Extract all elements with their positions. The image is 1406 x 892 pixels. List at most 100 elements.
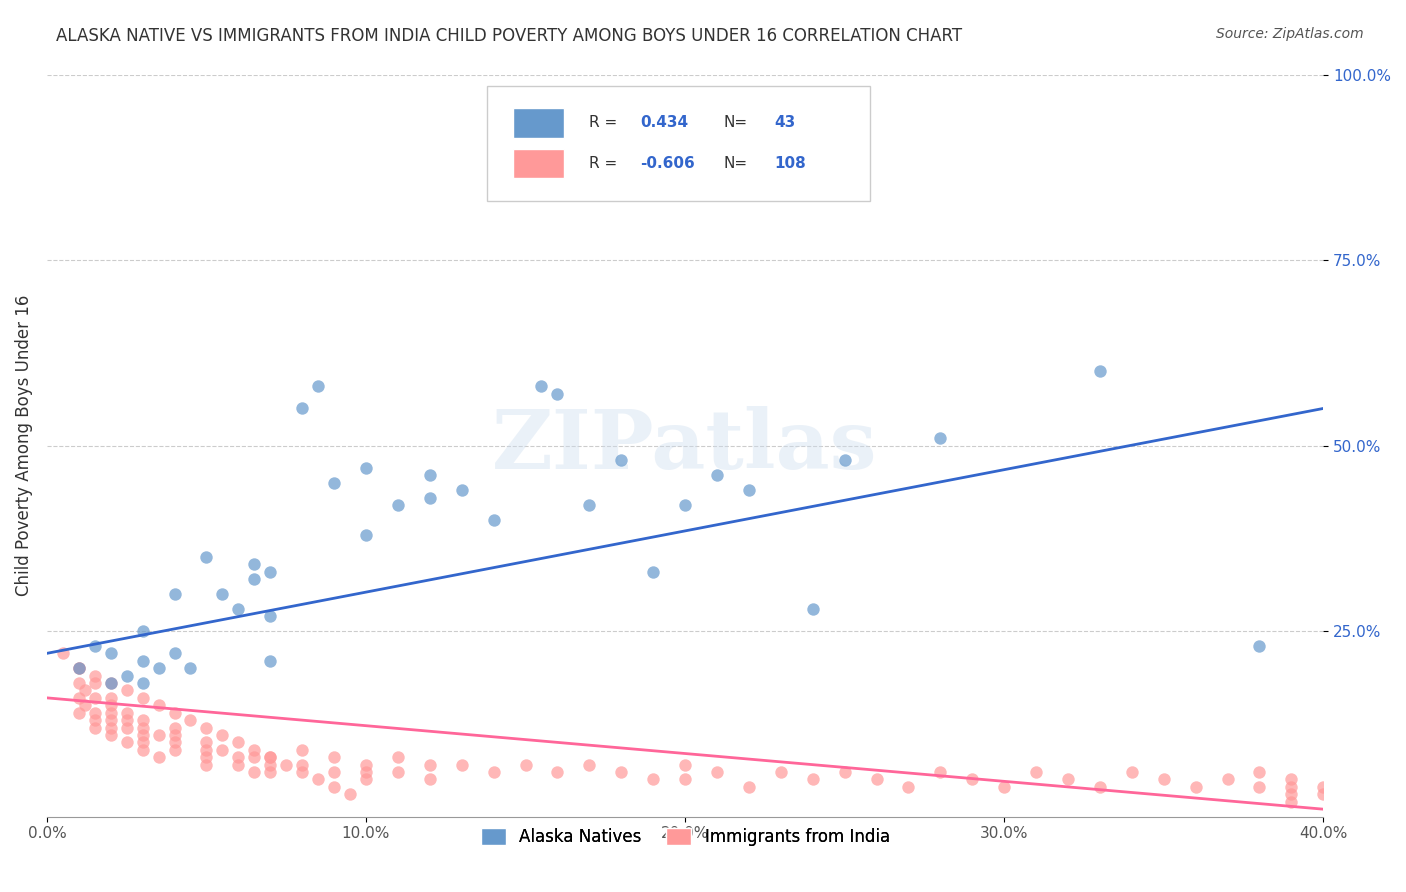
Point <box>962 772 984 787</box>
Point <box>148 661 170 675</box>
Point <box>83 713 105 727</box>
Point <box>307 379 329 393</box>
Point <box>131 713 153 727</box>
Point <box>834 453 856 467</box>
Point <box>1279 795 1302 809</box>
Text: R =: R = <box>589 115 617 130</box>
Point <box>387 750 409 764</box>
Point <box>1312 788 1334 802</box>
Point <box>83 690 105 705</box>
Point <box>1312 780 1334 794</box>
Point <box>83 639 105 653</box>
Point <box>75 683 97 698</box>
Point <box>228 757 250 772</box>
Point <box>131 743 153 757</box>
Point <box>769 765 792 780</box>
Point <box>291 743 314 757</box>
Point <box>323 475 346 490</box>
Point <box>323 765 346 780</box>
Point <box>354 757 377 772</box>
Point <box>243 743 266 757</box>
Point <box>243 765 266 780</box>
Point <box>929 431 952 445</box>
Point <box>195 735 218 749</box>
Point <box>354 765 377 780</box>
Point <box>578 498 600 512</box>
Text: N=: N= <box>723 156 748 171</box>
Point <box>195 721 218 735</box>
Point <box>387 765 409 780</box>
Text: -0.606: -0.606 <box>640 156 695 171</box>
Point <box>482 513 505 527</box>
Point <box>450 757 472 772</box>
Point <box>801 602 824 616</box>
Point <box>211 587 233 601</box>
Point <box>179 713 201 727</box>
Point <box>259 565 281 579</box>
Point <box>354 527 377 541</box>
Point <box>228 735 250 749</box>
Point <box>1025 765 1047 780</box>
Point <box>131 624 153 638</box>
Point <box>419 772 441 787</box>
Point <box>419 491 441 505</box>
Point <box>115 735 138 749</box>
Point <box>100 721 122 735</box>
Point <box>259 654 281 668</box>
Point <box>865 772 887 787</box>
Point <box>1249 765 1271 780</box>
Point <box>1249 780 1271 794</box>
Text: ALASKA NATIVE VS IMMIGRANTS FROM INDIA CHILD POVERTY AMONG BOYS UNDER 16 CORRELA: ALASKA NATIVE VS IMMIGRANTS FROM INDIA C… <box>56 27 962 45</box>
Point <box>131 654 153 668</box>
Point <box>738 483 761 497</box>
Point <box>1121 765 1143 780</box>
Point <box>67 661 90 675</box>
Text: R =: R = <box>589 156 617 171</box>
Point <box>163 706 186 720</box>
Point <box>83 668 105 682</box>
Point <box>546 765 568 780</box>
Point <box>673 772 696 787</box>
Point <box>354 772 377 787</box>
Point <box>610 453 633 467</box>
Text: N=: N= <box>723 115 748 130</box>
FancyBboxPatch shape <box>513 149 564 178</box>
Point <box>1279 772 1302 787</box>
Point <box>291 757 314 772</box>
Point <box>1279 788 1302 802</box>
Text: 43: 43 <box>775 115 796 130</box>
Point <box>115 721 138 735</box>
Point <box>259 765 281 780</box>
Point <box>131 728 153 742</box>
Point <box>163 587 186 601</box>
Y-axis label: Child Poverty Among Boys Under 16: Child Poverty Among Boys Under 16 <box>15 295 32 596</box>
Point <box>291 765 314 780</box>
Point <box>195 549 218 564</box>
Text: 0.434: 0.434 <box>640 115 689 130</box>
Point <box>1088 780 1111 794</box>
Point <box>291 401 314 416</box>
Point <box>83 721 105 735</box>
Point <box>1057 772 1080 787</box>
Point <box>1088 364 1111 378</box>
Point <box>100 728 122 742</box>
Point <box>993 780 1015 794</box>
Point <box>211 743 233 757</box>
FancyBboxPatch shape <box>513 108 564 137</box>
Point <box>148 728 170 742</box>
Point <box>100 713 122 727</box>
Point <box>67 661 90 675</box>
Point <box>195 750 218 764</box>
Point <box>163 728 186 742</box>
Legend: Alaska Natives, Immigrants from India: Alaska Natives, Immigrants from India <box>474 822 897 853</box>
Point <box>100 698 122 713</box>
Point <box>515 757 537 772</box>
Point <box>276 757 298 772</box>
Point <box>354 460 377 475</box>
Point <box>259 609 281 624</box>
Point <box>578 757 600 772</box>
Point <box>115 683 138 698</box>
Point <box>115 713 138 727</box>
Point <box>163 743 186 757</box>
Point <box>1279 780 1302 794</box>
